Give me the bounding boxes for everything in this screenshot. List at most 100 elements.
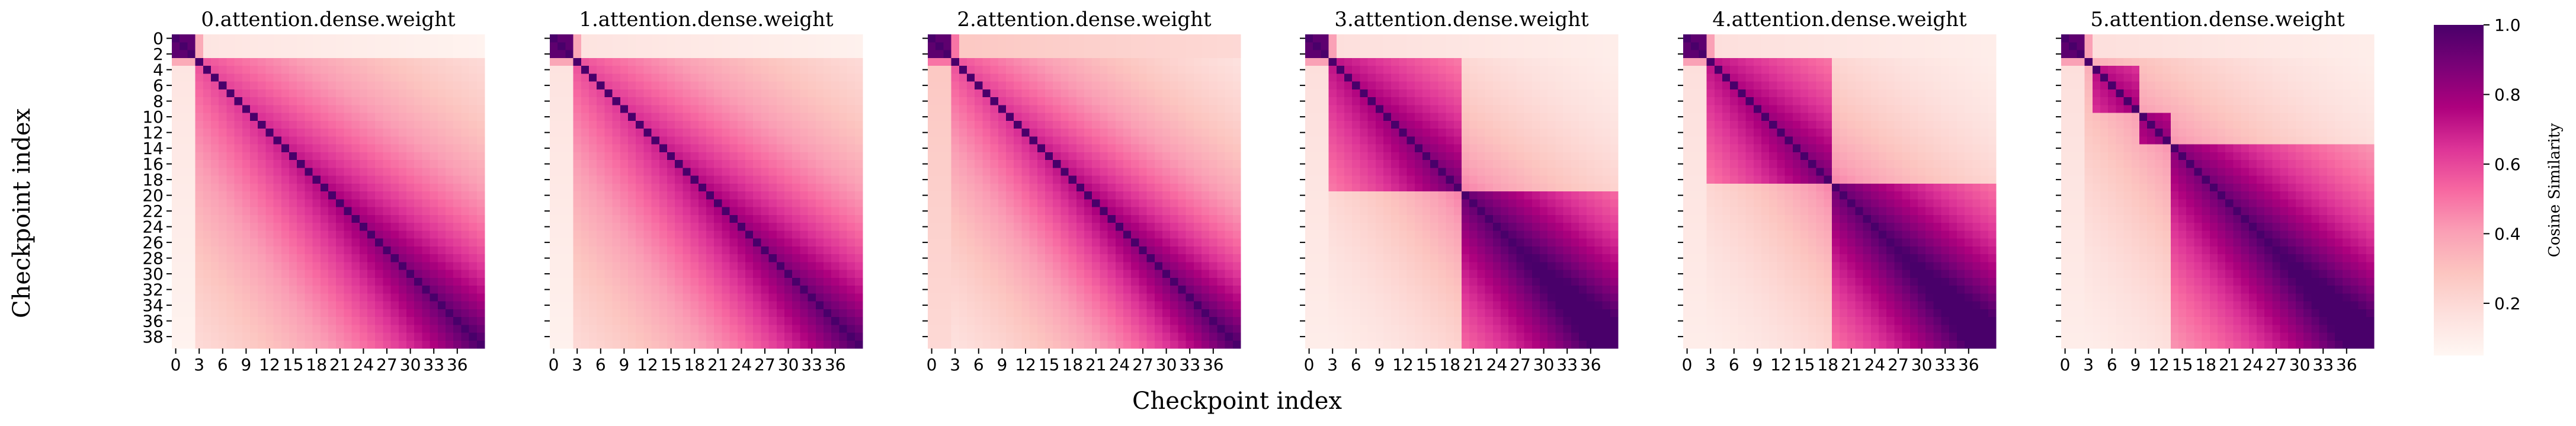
heatmap-cell (367, 238, 376, 247)
heatmap-cell (258, 301, 266, 310)
heatmap-cell (1232, 42, 1241, 51)
heatmap-cell (469, 136, 478, 145)
heatmap-cell (597, 175, 605, 184)
heatmap-cell (1006, 286, 1014, 294)
heatmap-cell (1123, 325, 1132, 334)
heatmap-cell (305, 230, 313, 239)
heatmap-cell (753, 293, 761, 302)
heatmap-cell (714, 50, 722, 59)
heatmap-cell (975, 97, 983, 105)
heatmap-cell (612, 230, 621, 239)
heatmap-cell (328, 42, 337, 51)
heatmap-cell (612, 129, 621, 137)
heatmap-cell (1162, 73, 1171, 82)
heatmap-cell (390, 152, 399, 161)
heatmap-cell (1029, 144, 1038, 153)
heatmap-cell (604, 57, 613, 66)
heatmap-cell (422, 223, 431, 231)
heatmap-cell (928, 207, 936, 216)
heatmap-cell (753, 81, 761, 90)
heatmap-cell (226, 270, 235, 278)
heatmap-cell (651, 50, 660, 59)
heatmap-cell (628, 50, 636, 59)
heatmap-cell (589, 270, 597, 278)
heatmap-cell (628, 199, 636, 208)
heatmap-cell (367, 50, 376, 59)
heatmap-cell (469, 325, 478, 334)
heatmap-cell (226, 223, 235, 231)
x-tick-label: 33 (1179, 355, 1200, 374)
heatmap-cell (659, 113, 668, 121)
heatmap-cell (982, 262, 991, 271)
heatmap-cell (558, 97, 566, 105)
heatmap-cell (305, 105, 313, 114)
heatmap-cell (320, 183, 329, 192)
heatmap-cell (737, 50, 746, 59)
heatmap-cell (375, 152, 383, 161)
heatmap-cell (1162, 50, 1171, 59)
heatmap-cell (982, 223, 991, 231)
y-tick-label: 14 (142, 139, 164, 158)
heatmap-cell (446, 183, 454, 192)
heatmap-cell (1092, 293, 1100, 302)
heatmap-cell (975, 50, 983, 59)
heatmap-cell (831, 332, 840, 341)
heatmap-cell (1202, 207, 1210, 216)
heatmap-cell (597, 66, 605, 74)
heatmap-cell (461, 325, 470, 334)
heatmap-cell (289, 332, 297, 341)
heatmap-cell (729, 89, 738, 98)
heatmap-cell (1045, 214, 1053, 223)
heatmap-cell (550, 105, 558, 114)
heatmap-cell (1336, 34, 1345, 43)
heatmap-cell (211, 238, 219, 247)
heatmap-cell (768, 50, 777, 59)
heatmap-cell (375, 223, 383, 231)
heatmap-cell (1100, 175, 1108, 184)
heatmap-cell (469, 223, 478, 231)
heatmap-cell (550, 262, 558, 271)
heatmap-cell (1084, 144, 1092, 153)
heatmap-cell (398, 42, 407, 51)
heatmap-cell (597, 81, 605, 90)
heatmap-cell (422, 286, 431, 294)
heatmap-cell (943, 34, 952, 43)
heatmap-cell (792, 144, 800, 153)
heatmap-cell (453, 262, 462, 271)
heatmap-cell (226, 57, 235, 66)
heatmap-cell (406, 301, 415, 310)
heatmap-cell (612, 246, 621, 255)
heatmap-cell (998, 246, 1007, 255)
heatmap-cell (620, 120, 629, 129)
heatmap-cell (1225, 34, 1233, 43)
heatmap-cell (753, 42, 761, 51)
heatmap-cell (1100, 160, 1108, 168)
heatmap-cell (959, 223, 967, 231)
heatmap-cell (1100, 317, 1108, 325)
heatmap-cell (714, 66, 722, 74)
heatmap-cell (1217, 286, 1226, 294)
heatmap-cell (935, 207, 944, 216)
heatmap-cell (1178, 238, 1187, 247)
heatmap-cell (1092, 332, 1100, 341)
heatmap-cell (1068, 214, 1077, 223)
heatmap-cell (643, 50, 652, 59)
heatmap-cell (422, 160, 431, 168)
heatmap-cell (453, 332, 462, 341)
heatmap-cell (1209, 152, 1217, 161)
heatmap-cell (242, 238, 251, 247)
heatmap-cell (351, 293, 360, 302)
heatmap-cell (187, 89, 196, 98)
heatmap-cell (651, 42, 660, 51)
heatmap-cell (1170, 152, 1178, 161)
heatmap-cell (831, 50, 840, 59)
heatmap-cell (273, 254, 282, 262)
heatmap-cell (1232, 34, 1241, 43)
heatmap-cell (839, 57, 848, 66)
heatmap-cell (683, 73, 691, 82)
heatmap-cell (581, 223, 589, 231)
heatmap-cell (242, 144, 251, 153)
heatmap-cell (1225, 105, 1233, 114)
heatmap-cell (573, 34, 582, 43)
heatmap-cell (768, 105, 777, 114)
